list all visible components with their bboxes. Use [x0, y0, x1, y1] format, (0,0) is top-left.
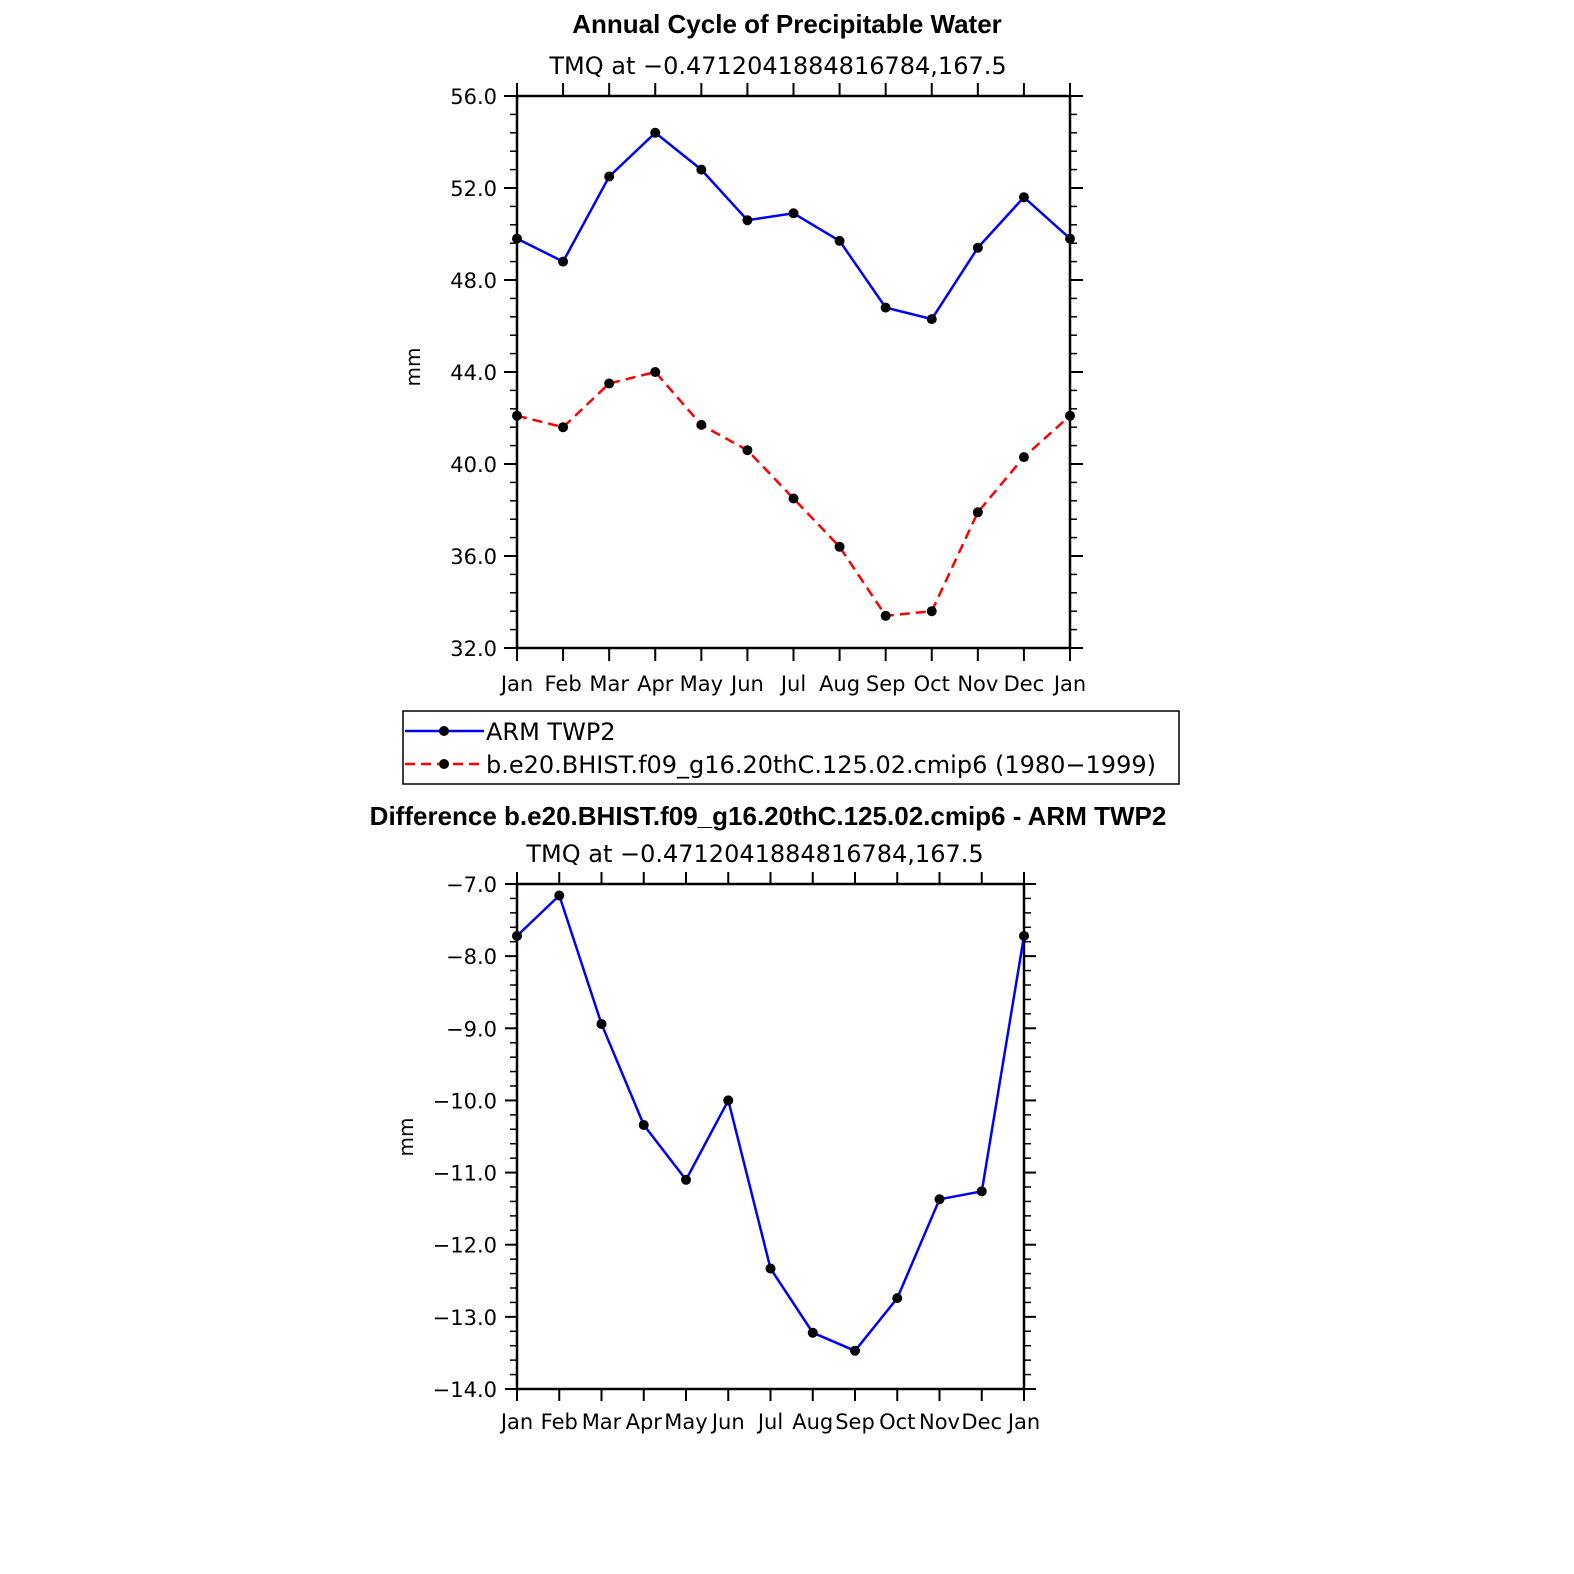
y-tick-label: 56.0 [450, 85, 497, 109]
legend-label-model: b.e20.BHIST.f09_g16.20thC.125.02.cmip6 (… [486, 751, 1156, 779]
data-point [512, 233, 522, 244]
data-point [596, 1018, 607, 1029]
data-point [972, 507, 983, 518]
y-tick-label: −8.0 [446, 945, 497, 969]
series-line-0 [516, 131, 1071, 321]
y-tick-label: −13.0 [433, 1306, 497, 1330]
data-point [880, 302, 891, 313]
x-tick-label: Jun [729, 672, 764, 696]
data-point [696, 419, 707, 430]
data-point [834, 541, 845, 552]
y-tick-label: 36.0 [450, 545, 497, 569]
data-point [892, 1293, 903, 1304]
legend-marker-arm [439, 726, 449, 736]
data-point [1019, 930, 1029, 941]
data-point [788, 208, 799, 219]
data-point [765, 1263, 776, 1274]
x-tick-label: Aug [819, 672, 860, 696]
y-tick-label: 32.0 [450, 637, 497, 661]
data-point [1065, 410, 1075, 421]
x-tick-label: Oct [914, 672, 950, 696]
legend-label-arm: ARM TWP2 [486, 718, 616, 746]
data-point [742, 215, 753, 226]
data-point [807, 1327, 818, 1338]
x-tick-label: May [680, 672, 723, 696]
x-tick-label: Jan [1052, 672, 1086, 696]
x-tick-label: Jul [779, 672, 806, 696]
x-tick-label: Feb [541, 1410, 578, 1434]
data-point [558, 422, 569, 433]
x-tick-label: Oct [879, 1410, 915, 1434]
data-point [604, 378, 615, 389]
panel1-y-axis-label: mm [401, 348, 425, 387]
x-tick-label: Dec [961, 1410, 1002, 1434]
y-tick-label: −11.0 [433, 1162, 497, 1186]
panel1-subtitle: TMQ at −0.4712041884816784,167.5 [548, 52, 1006, 80]
data-point [742, 445, 753, 456]
data-point [604, 171, 615, 182]
series-line-0 [516, 893, 1026, 1353]
data-point [926, 314, 937, 325]
y-tick-label: 40.0 [450, 453, 497, 477]
panel2-subtitle: TMQ at −0.4712041884816784,167.5 [525, 840, 983, 868]
data-point [976, 1186, 987, 1197]
data-point [1065, 233, 1075, 244]
x-tick-label: Aug [792, 1410, 833, 1434]
data-point [1018, 452, 1029, 463]
data-point [681, 1174, 691, 1185]
legend-box [402, 710, 1180, 785]
legend: ARM TWP2 b.e20.BHIST.f09_g16.20thC.125.0… [402, 710, 1180, 785]
data-point [650, 367, 661, 377]
data-point [972, 242, 983, 253]
x-tick-label: May [664, 1410, 707, 1434]
data-point [638, 1119, 649, 1130]
y-tick-label: −14.0 [433, 1378, 497, 1402]
x-tick-label: Jul [756, 1410, 783, 1434]
data-point [554, 890, 565, 901]
data-point [650, 127, 661, 138]
x-tick-label: Mar [582, 1410, 622, 1434]
x-tick-label: Mar [589, 672, 629, 696]
annual-cycle-panel: Annual Cycle of Precipitable Water TMQ a… [401, 9, 1086, 696]
x-tick-label: Nov [919, 1410, 960, 1434]
x-tick-label: Jan [499, 672, 533, 696]
data-point [850, 1345, 860, 1356]
x-tick-label: Jun [710, 1410, 745, 1434]
data-point [1018, 192, 1029, 203]
y-tick-label: 44.0 [450, 361, 497, 385]
data-point [558, 256, 569, 267]
data-point [512, 410, 522, 421]
x-tick-label: Nov [957, 672, 998, 696]
y-tick-label: 48.0 [450, 269, 497, 293]
y-tick-label: 52.0 [450, 177, 497, 201]
plot-frame [515, 882, 1026, 1391]
data-point [788, 493, 799, 504]
data-point [723, 1095, 734, 1106]
y-tick-label: −7.0 [446, 873, 497, 897]
panel2-y-axis-label: mm [394, 1118, 418, 1157]
panel1-title: Annual Cycle of Precipitable Water [572, 9, 1002, 39]
legend-marker-model [439, 759, 449, 769]
y-tick-label: −12.0 [433, 1234, 497, 1258]
y-tick-label: −9.0 [446, 1017, 497, 1041]
difference-panel: Difference b.e20.BHIST.f09_g16.20thC.125… [370, 801, 1167, 1434]
x-tick-label: Feb [544, 672, 581, 696]
data-point [934, 1194, 945, 1205]
y-tick-label: −10.0 [433, 1089, 497, 1113]
x-tick-label: Jan [1006, 1410, 1040, 1434]
plot-frame [515, 94, 1072, 650]
x-tick-label: Apr [626, 1410, 663, 1434]
data-point [512, 930, 522, 941]
data-point [834, 235, 845, 246]
x-tick-label: Sep [866, 672, 906, 696]
x-tick-label: Jan [499, 1410, 533, 1434]
x-tick-label: Dec [1004, 672, 1045, 696]
x-tick-label: Sep [835, 1410, 875, 1434]
data-point [880, 610, 891, 621]
data-point [696, 164, 707, 175]
panel2-title: Difference b.e20.BHIST.f09_g16.20thC.125… [370, 801, 1167, 831]
data-point [926, 606, 937, 617]
x-tick-label: Apr [637, 672, 674, 696]
